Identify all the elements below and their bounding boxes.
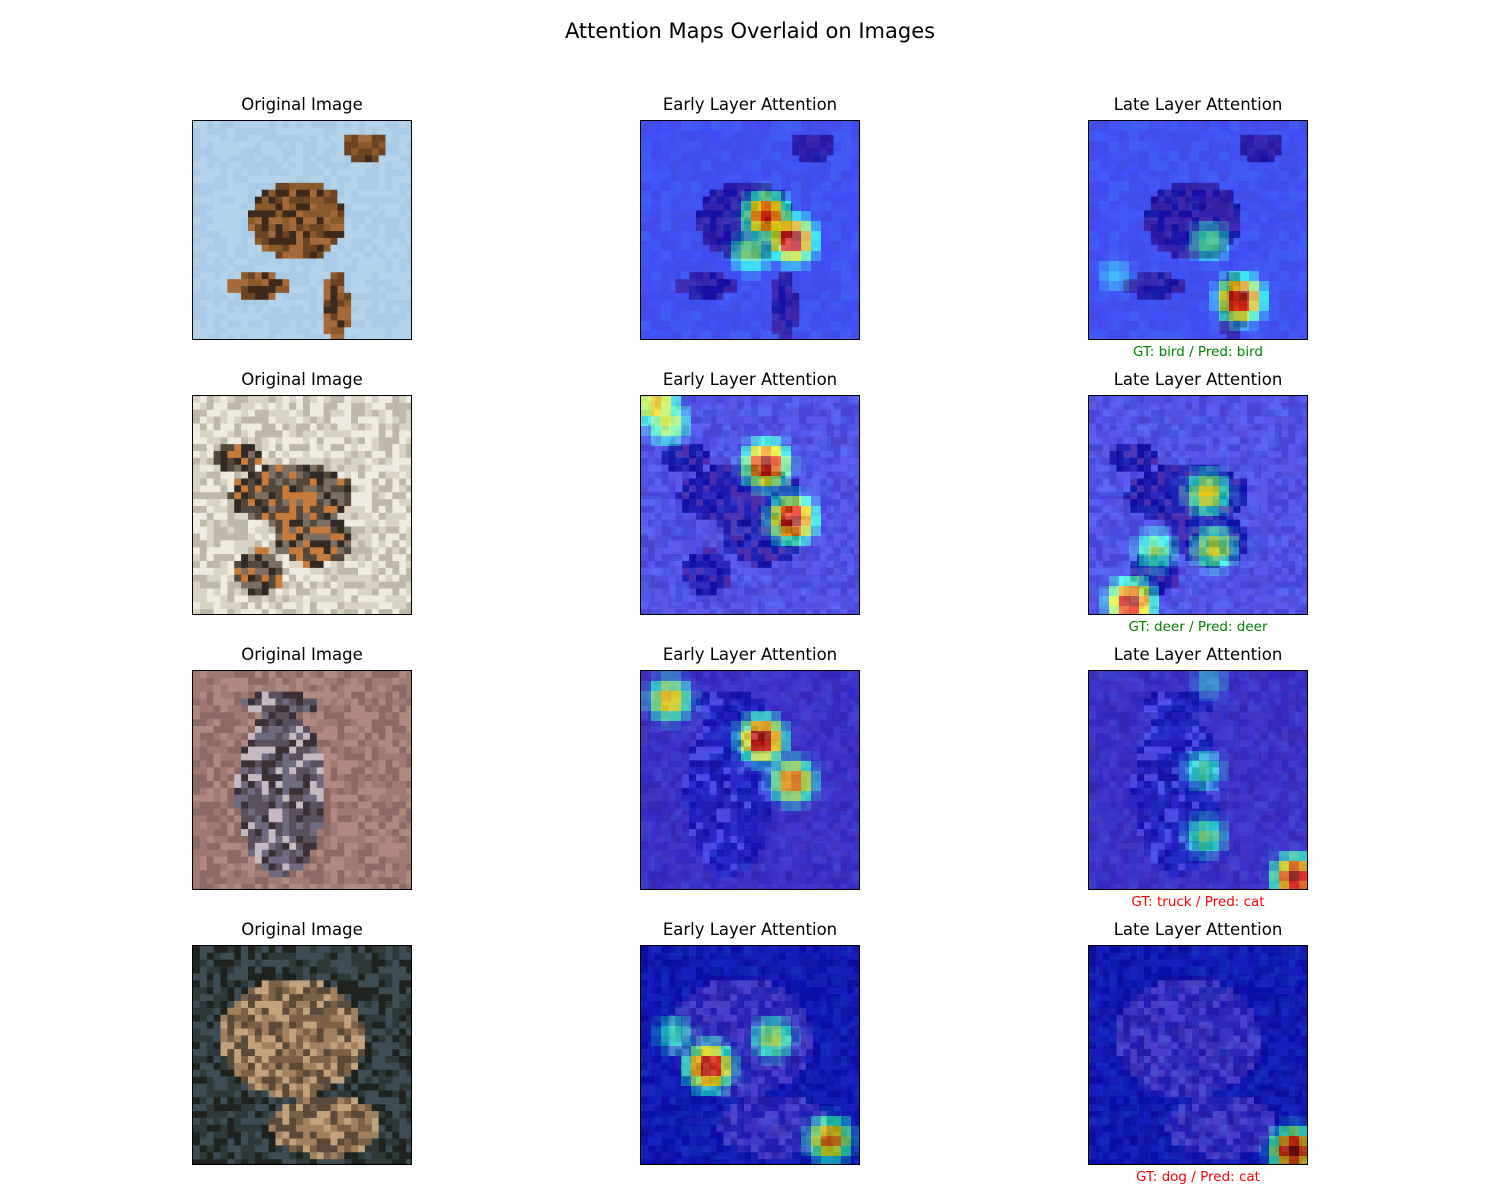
panel-title: Late Layer Attention [1113,920,1283,939]
panel-title: Original Image [241,645,363,664]
attention-heatmap [1089,946,1307,1164]
panel-image [641,396,859,614]
attention-heatmap [1089,671,1307,889]
panel-title: Early Layer Attention [662,95,838,114]
original-image-panel [192,120,412,340]
panel-image [193,396,411,614]
panel-image [193,671,411,889]
late-attention-panel [1088,945,1308,1165]
panel-title: Early Layer Attention [662,920,838,939]
early-attention-panel [640,395,860,615]
attention-heatmap [641,396,859,614]
attention-heatmap [1089,396,1307,614]
prediction-caption: GT: bird / Pred: bird [1133,344,1263,360]
attention-heatmap [641,946,859,1164]
panel-image [1089,396,1307,614]
panel-image [1089,671,1307,889]
panel-title: Late Layer Attention [1113,370,1283,389]
late-attention-panel [1088,120,1308,340]
panel-title: Early Layer Attention [662,370,838,389]
panel-image [193,121,411,339]
panel-title: Late Layer Attention [1113,645,1283,664]
early-attention-panel [640,945,860,1165]
panel-title: Original Image [241,370,363,389]
panel-image [1089,121,1307,339]
panel-image [641,121,859,339]
attention-heatmap [641,671,859,889]
panel-title: Early Layer Attention [662,645,838,664]
original-image-panel [192,670,412,890]
panel-title: Original Image [241,920,363,939]
panel-title: Original Image [241,95,363,114]
image-pixels [193,671,411,889]
panel-image [193,946,411,1164]
panel-image [1089,946,1307,1164]
prediction-caption: GT: deer / Pred: deer [1128,619,1268,635]
panel-image [641,671,859,889]
image-pixels [193,946,411,1164]
early-attention-panel [640,670,860,890]
late-attention-panel [1088,670,1308,890]
panel-image [641,946,859,1164]
attention-heatmap [641,121,859,339]
panel-title: Late Layer Attention [1113,95,1283,114]
early-attention-panel [640,120,860,340]
figure-title: Attention Maps Overlaid on Images [564,19,936,43]
original-image-panel [192,395,412,615]
late-attention-panel [1088,395,1308,615]
attention-heatmap [1089,121,1307,339]
prediction-caption: GT: dog / Pred: cat [1136,1169,1260,1185]
prediction-caption: GT: truck / Pred: cat [1131,894,1265,910]
original-image-panel [192,945,412,1165]
image-pixels [193,121,411,339]
image-pixels [193,396,411,614]
